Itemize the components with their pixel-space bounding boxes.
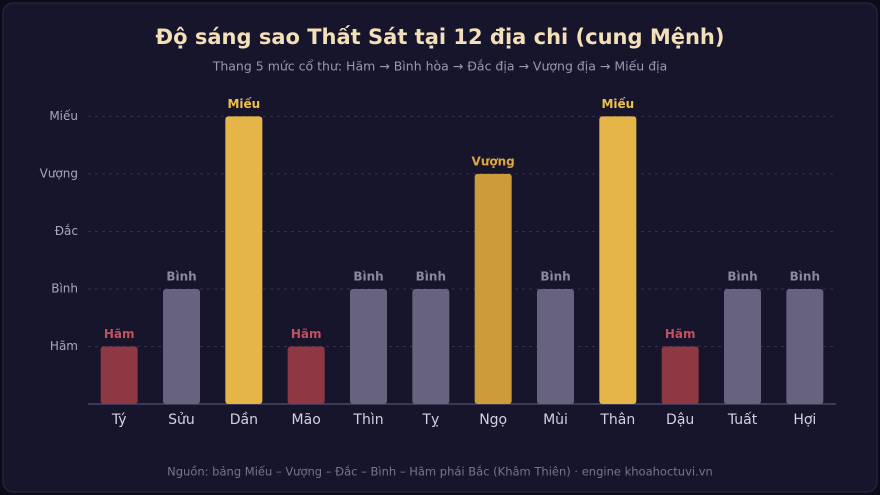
bar [474, 173, 512, 404]
chart-title: Độ sáng sao Thất Sát tại 12 địa chi (cun… [156, 25, 725, 49]
x-tick-label: Ngọ [479, 412, 507, 428]
bar [412, 288, 450, 404]
value-label: Bình [727, 269, 757, 283]
bar [599, 116, 637, 405]
y-tick-label: Đắc [55, 224, 78, 238]
x-tick-label: Sửu [168, 412, 195, 428]
value-label: Bình [353, 269, 383, 283]
value-label: Bình [416, 269, 446, 283]
x-tick-label: Mùi [543, 412, 568, 428]
value-label: Bình [540, 269, 570, 283]
x-tick-label: Tỵ [421, 412, 439, 428]
x-tick-label: Dậu [666, 412, 694, 428]
footer: Nguồn: bảng Miếu – Vượng – Đắc – Bình – … [167, 465, 713, 479]
bar [350, 288, 387, 404]
x-tick-label: Tý [111, 412, 127, 428]
bar [100, 346, 138, 404]
bar [287, 346, 325, 404]
x-tick-label: Hợi [793, 412, 816, 428]
value-label: Miếu [227, 97, 260, 111]
bar [225, 116, 263, 405]
value-label: Vượng [472, 154, 515, 168]
value-label: Hãm [104, 327, 135, 341]
x-tick-label: Tuất [727, 412, 758, 428]
y-tick-label: Bình [51, 281, 78, 295]
value-label: Miếu [601, 97, 634, 111]
bar [724, 288, 761, 404]
value-label: Hãm [291, 327, 322, 341]
value-label: Hãm [665, 327, 696, 341]
x-tick-label: Dần [230, 412, 258, 428]
x-tick-label: Thìn [352, 412, 383, 428]
value-label: Bình [790, 269, 820, 283]
bar [537, 288, 574, 404]
value-label: Bình [166, 269, 196, 283]
bar [163, 288, 200, 404]
chart-subtitle: Thang 5 mức cổ thư: Hãm → Bình hòa → Đắc… [212, 59, 668, 74]
y-tick-label: Hãm [50, 339, 78, 353]
y-tick-label: Miếu [49, 109, 78, 123]
x-tick-label: Thân [599, 412, 635, 428]
bar [661, 346, 699, 404]
x-tick-label: Mão [292, 412, 321, 428]
y-tick-label: Vượng [40, 166, 78, 180]
bar [786, 288, 824, 404]
